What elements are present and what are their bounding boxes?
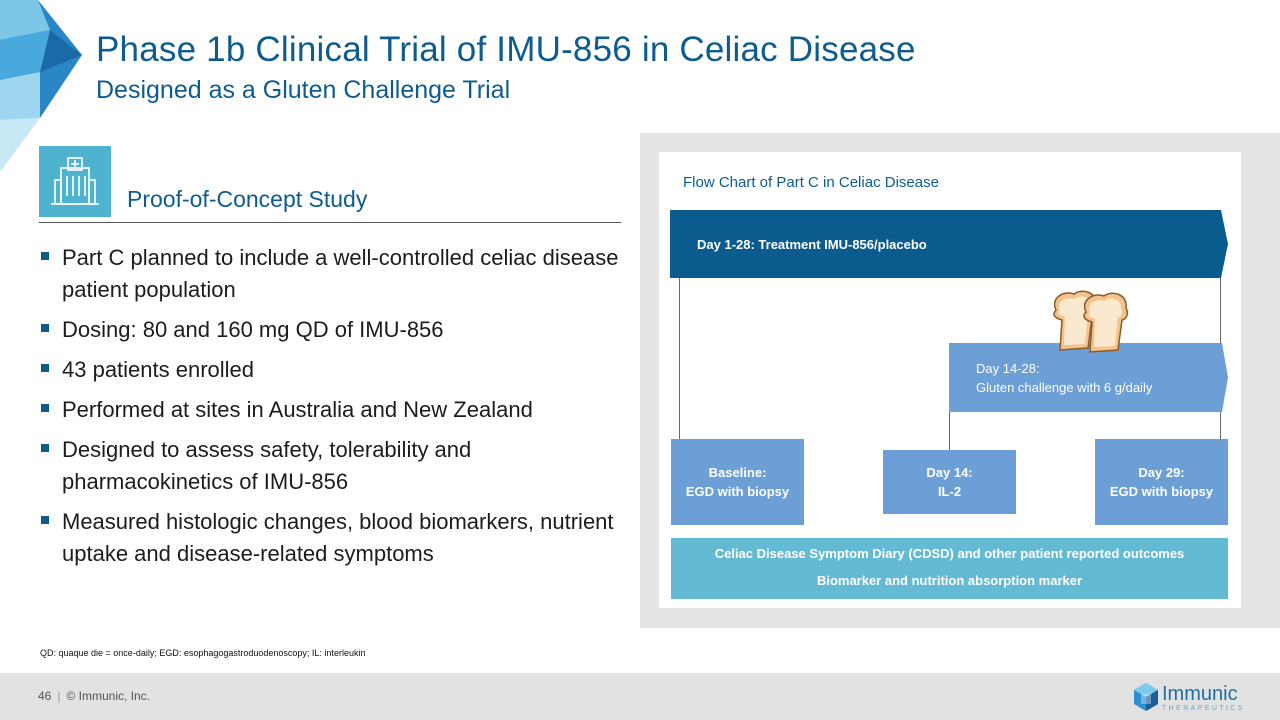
gluten-challenge-arrow: Day 14-28: Gluten challenge with 6 g/dai… bbox=[949, 343, 1228, 412]
corner-decoration bbox=[0, 0, 82, 172]
day29-line2: EGD with biopsy bbox=[1109, 484, 1214, 499]
treatment-arrow: Day 1-28: Treatment IMU-856/placebo bbox=[670, 210, 1228, 278]
section-divider bbox=[39, 222, 621, 223]
day29-line1: Day 29: bbox=[1138, 465, 1185, 480]
logo-subtitle: THERAPEUTICS bbox=[1162, 705, 1245, 712]
immunic-logo: Immunic THERAPEUTICS bbox=[1130, 681, 1250, 715]
logo-wordmark: Immunic bbox=[1162, 683, 1238, 705]
bullet-item: Part C planned to include a well-control… bbox=[40, 242, 620, 306]
baseline-line1: Baseline: bbox=[708, 465, 767, 480]
gluten-label-line2: Gluten challenge with 6 g/daily bbox=[976, 380, 1153, 395]
baseline-box: Baseline: EGD with biopsy bbox=[671, 439, 804, 525]
page-subtitle: Designed as a Gluten Challenge Trial bbox=[96, 76, 511, 104]
day14-line1: Day 14: bbox=[926, 465, 973, 480]
bullet-item: Designed to assess safety, tolerability … bbox=[40, 434, 620, 498]
outcomes-line2: Biomarker and nutrition absorption marke… bbox=[816, 573, 1083, 588]
footnote: QD: quaque die = once-daily; EGD: esopha… bbox=[40, 648, 366, 658]
page-number: 46 bbox=[38, 689, 52, 703]
hospital-icon bbox=[39, 146, 111, 217]
copyright: © Immunic, Inc. bbox=[66, 689, 151, 703]
footer-info: 46 | © Immunic, Inc. bbox=[38, 689, 150, 703]
bullet-item: Performed at sites in Australia and New … bbox=[40, 394, 620, 426]
bullet-item: 43 patients enrolled bbox=[40, 354, 620, 386]
outcomes-line1: Celiac Disease Symptom Diary (CDSD) and … bbox=[714, 546, 1185, 561]
connector-line-baseline bbox=[679, 278, 680, 439]
bread-icon bbox=[1053, 290, 1129, 353]
day14-line2: IL-2 bbox=[937, 484, 962, 499]
connector-line-day14 bbox=[949, 412, 950, 450]
gluten-label-line1: Day 14-28: bbox=[976, 361, 1040, 376]
bullet-list: Part C planned to include a well-control… bbox=[40, 242, 620, 578]
section-heading: Proof-of-Concept Study bbox=[127, 186, 368, 212]
day14-box: Day 14: IL-2 bbox=[883, 450, 1016, 514]
bullet-item: Measured histologic changes, blood bioma… bbox=[40, 506, 620, 570]
page-title: Phase 1b Clinical Trial of IMU-856 in Ce… bbox=[96, 30, 916, 69]
footer: 46 | © Immunic, Inc. Immunic THERAPEUTICS bbox=[0, 673, 1280, 720]
day29-box: Day 29: EGD with biopsy bbox=[1095, 439, 1228, 525]
bullet-item: Dosing: 80 and 160 mg QD of IMU-856 bbox=[40, 314, 620, 346]
immunic-logo-icon bbox=[1134, 683, 1158, 711]
treatment-label: Day 1-28: Treatment IMU-856/placebo bbox=[697, 237, 927, 252]
flowchart-title: Flow Chart of Part C in Celiac Disease bbox=[683, 174, 939, 191]
baseline-line2: EGD with biopsy bbox=[685, 484, 790, 499]
footer-separator: | bbox=[57, 689, 61, 703]
outcomes-bar: Celiac Disease Symptom Diary (CDSD) and … bbox=[671, 538, 1228, 599]
